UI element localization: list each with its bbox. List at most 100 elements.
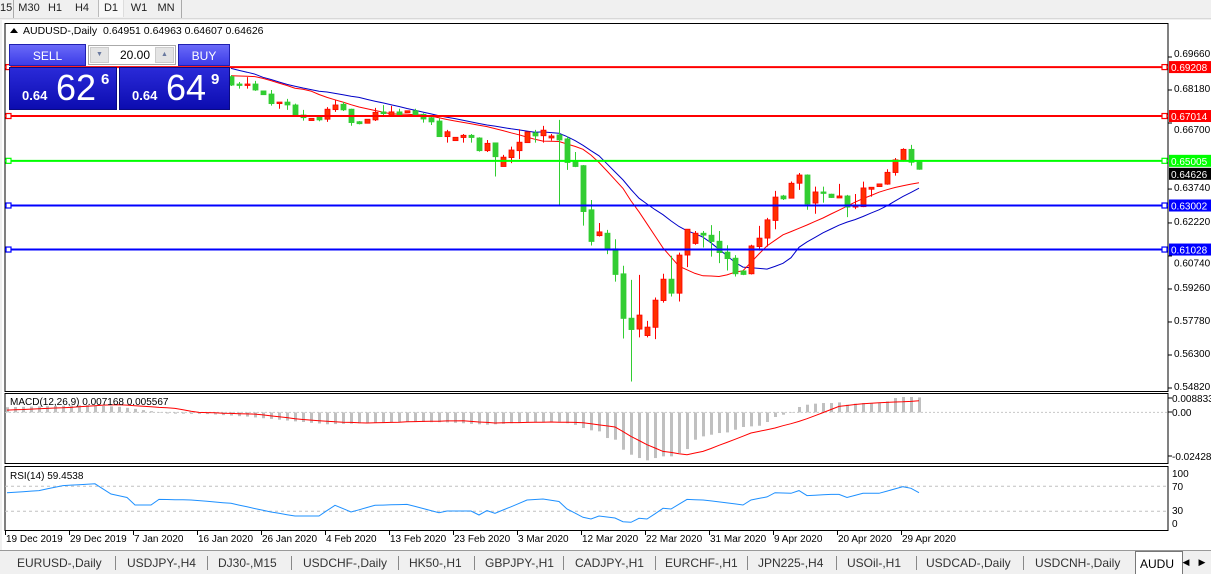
- decrease-arrow-icon[interactable]: ▼: [90, 47, 109, 63]
- timeframe-mn[interactable]: MN: [157, 2, 175, 14]
- bearish-candle: [572, 152, 579, 168]
- candle-body: [684, 228, 691, 256]
- tab-eurchf-h1[interactable]: EURCHF-,H1: [665, 556, 738, 570]
- candle-body: [428, 117, 435, 123]
- sell-price-big: 62: [56, 67, 97, 108]
- level-price-tag: [1169, 199, 1211, 212]
- bearish-candle: [588, 199, 595, 246]
- macd-histogram-bar: [718, 412, 721, 434]
- macd-histogram-bar: [766, 412, 769, 422]
- tab-usdjpy-h4[interactable]: USDJPY-,H4: [127, 556, 196, 570]
- timeframe-h1[interactable]: H1: [47, 2, 63, 14]
- timeframe-m30[interactable]: M30: [18, 2, 40, 14]
- time-axis-label: 16 Jan 2020: [198, 534, 253, 545]
- sell-button[interactable]: SELL: [9, 44, 86, 66]
- level-price-tag: [1169, 243, 1211, 256]
- rsi-label: RSI(14) 59.4538: [10, 471, 84, 482]
- macd-histogram-bar: [198, 412, 201, 414]
- bearish-candle: [628, 279, 635, 382]
- bullish-candle: [596, 222, 603, 237]
- lot-size-input[interactable]: 20.00: [119, 48, 150, 62]
- tab-jpn225-h4[interactable]: JPN225-,H4: [758, 556, 824, 570]
- macd-histogram-bar: [278, 412, 281, 420]
- time-axis-label: 3 Mar 2020: [518, 534, 569, 545]
- sell-price-button[interactable]: 0.64 62 6: [9, 67, 117, 110]
- level-price-tag: [1169, 154, 1211, 167]
- macd-histogram-bar: [518, 412, 521, 423]
- time-axis-label: 29 Apr 2020: [902, 534, 956, 545]
- macd-histogram-bar: [334, 412, 337, 425]
- candle-body: [892, 159, 899, 173]
- macd-histogram-bar: [910, 396, 913, 413]
- macd-histogram-bar: [78, 405, 81, 413]
- candle-body: [796, 174, 803, 184]
- level-price-label: 0.61028: [1171, 246, 1208, 257]
- macd-histogram-bar: [158, 412, 161, 413]
- lot-size-stepper[interactable]: ▼ 20.00 ▲: [88, 45, 176, 65]
- macd-histogram-bar: [710, 412, 713, 435]
- tab-eurusd-daily[interactable]: EURUSD-,Daily: [17, 556, 102, 570]
- bullish-candle: [452, 136, 459, 142]
- candle-body: [596, 231, 603, 237]
- level-handle-left: [5, 112, 12, 120]
- tab-divider: [474, 556, 475, 570]
- macd-histogram-bar: [854, 403, 857, 413]
- tab-usdcnh-daily[interactable]: USDCNH-,Daily: [1035, 556, 1121, 570]
- price-axis-label: 0.68180: [1174, 84, 1211, 95]
- timeframe-d1[interactable]: D1: [98, 0, 124, 17]
- macd-histogram-bar: [870, 403, 873, 413]
- scroll-tabs-left-icon[interactable]: ◀: [1182, 557, 1190, 567]
- macd-histogram-bar: [790, 412, 793, 413]
- macd-histogram-bar: [398, 412, 401, 422]
- bearish-candle: [436, 118, 443, 138]
- macd-histogram-bar: [806, 404, 809, 413]
- timeframe-h4[interactable]: H4: [74, 2, 90, 14]
- tab-usdchf-daily[interactable]: USDCHF-,Daily: [303, 556, 387, 570]
- macd-histogram-bar: [206, 412, 209, 415]
- timeframe-w1[interactable]: W1: [130, 2, 148, 14]
- rsi-axis-label: 100: [1172, 469, 1189, 480]
- candle-body: [708, 234, 715, 242]
- rsi-panel: 100 70 30 0: [4, 466, 1189, 531]
- candle-body: [884, 171, 891, 185]
- level-price-label: 0.69208: [1171, 63, 1208, 74]
- bullish-candle: [404, 110, 411, 114]
- tab-gbpjpy-h1[interactable]: GBPJPY-,H1: [485, 556, 554, 570]
- candle-body: [580, 165, 587, 212]
- macd-histogram-bar: [238, 412, 241, 417]
- candle-body: [900, 148, 907, 162]
- bearish-candle: [780, 194, 787, 200]
- buy-price-button[interactable]: 0.64 64 9: [119, 67, 230, 110]
- tab-dj30-m15[interactable]: DJ30-,M15: [218, 556, 277, 570]
- tab-usoil-h1[interactable]: USOil-,H1: [847, 556, 902, 570]
- macd-histogram-bar: [406, 412, 409, 422]
- level-handle-left: [5, 202, 12, 209]
- bearish-candle: [732, 255, 739, 277]
- bullish-candle: [244, 77, 251, 89]
- candle-body: [780, 195, 787, 200]
- candle-body: [292, 104, 299, 117]
- time-axis-label: 29 Dec 2019: [70, 534, 127, 545]
- collapse-triangle-icon[interactable]: [10, 28, 18, 34]
- macd-histogram-bar: [190, 412, 193, 414]
- toolbar-divider: [181, 0, 182, 18]
- macd-histogram-bar: [590, 412, 593, 431]
- macd-histogram-bar: [702, 412, 705, 437]
- candle-body: [868, 186, 875, 190]
- increase-arrow-icon[interactable]: ▲: [155, 47, 174, 63]
- buy-button[interactable]: BUY: [178, 44, 230, 66]
- time-axis-label: 22 Mar 2020: [646, 534, 703, 545]
- tab-audusd-daily[interactable]: AUDU: [1135, 551, 1183, 574]
- macd-histogram-bar: [534, 412, 537, 423]
- time-axis-label: 13 Feb 2020: [390, 534, 447, 545]
- macd-histogram-bar: [302, 412, 305, 422]
- macd-histogram-bar: [478, 412, 481, 425]
- time-axis-label: 12 Mar 2020: [582, 534, 639, 545]
- tab-hk50-h1[interactable]: HK50-,H1: [409, 556, 462, 570]
- macd-histogram-bar: [454, 412, 457, 423]
- tab-cadjpy-h1[interactable]: CADJPY-,H1: [575, 556, 644, 570]
- timeframe-m15[interactable]: 15: [0, 2, 13, 14]
- tab-usdcad-daily[interactable]: USDCAD-,Daily: [926, 556, 1011, 570]
- scroll-tabs-right-icon[interactable]: ▶: [1198, 557, 1206, 567]
